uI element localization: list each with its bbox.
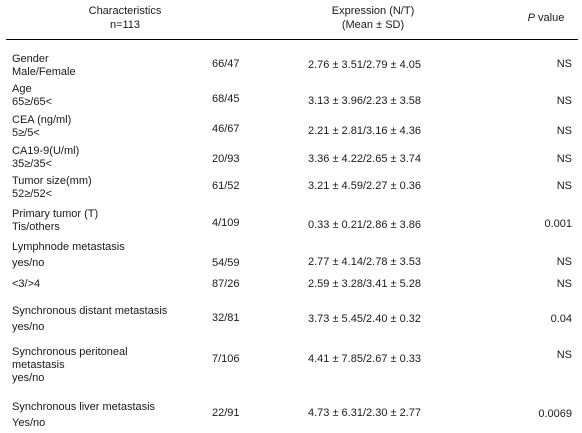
row-label-line2: Tis/others: [12, 221, 60, 233]
row-expression: 2.77 ± 4.14/2.78 ± 3.53: [308, 256, 421, 268]
row-label-line2: yes/no: [12, 321, 45, 333]
row-expression: 3.13 ± 3.96/2.23 ± 3.58: [308, 95, 421, 107]
row-label-line2: 35≥/35<: [12, 158, 52, 170]
row-expression: 2.76 ± 3.51/2.79 ± 4.05: [308, 59, 421, 71]
row-label-line1: Gender: [12, 53, 49, 65]
row-n: 68/45: [212, 93, 240, 105]
row-p-value: 0.0069: [538, 408, 572, 420]
row-p-value: NS: [556, 58, 572, 70]
row-label-line1: CA19-9(U/ml): [12, 145, 80, 157]
row-label-line1: Lymphnode metastasis: [12, 241, 125, 253]
row-label-line1: <3/>4: [12, 278, 41, 290]
row-n: 4/109: [212, 217, 240, 229]
row-label-line1: Tumor size(mm): [12, 175, 92, 187]
header-divider: [6, 39, 578, 40]
row-p-value: NS: [556, 278, 572, 290]
row-n: 46/67: [212, 123, 240, 135]
header-characteristics: Characteristics n=113: [60, 4, 190, 32]
row-p-value: 0.04: [550, 313, 572, 325]
row-p-value: NS: [556, 180, 572, 192]
row-expression: 4.41 ± 7.85/2.67 ± 0.33: [308, 353, 421, 365]
row-p-value: NS: [556, 349, 572, 361]
header-p-label: P: [527, 12, 535, 24]
row-label-line1: Age: [12, 83, 32, 95]
row-n: 54/59: [212, 257, 240, 269]
row-label-line2: 52≥/52<: [12, 188, 52, 200]
row-label-line1: Synchronous peritoneal: [12, 346, 128, 358]
header-value-label: value: [534, 12, 565, 24]
row-label-line1: Synchronous distant metastasis: [12, 305, 168, 317]
row-n: 87/26: [212, 278, 240, 290]
row-label-line1: CEA (ng/ml): [12, 114, 72, 126]
row-expression: 2.59 ± 3.28/3.41 ± 5.28: [308, 278, 421, 290]
header-mean-sd-label: (Mean ± SD): [341, 19, 405, 31]
row-expression: 4.73 ± 6.31/2.30 ± 2.77: [308, 407, 421, 419]
row-label-line2: 5≥/5<: [12, 127, 40, 139]
row-p-value: NS: [556, 153, 572, 165]
row-label-line2: Yes/no: [12, 417, 46, 429]
header-n-label: n=113: [109, 19, 141, 31]
row-expression: 0.33 ± 0.21/2.86 ± 3.86: [308, 219, 421, 231]
header-p-value: P value: [522, 11, 570, 25]
row-label-line2: yes/no: [12, 257, 45, 269]
row-label-line2: Male/Female: [12, 66, 76, 78]
row-expression: 3.73 ± 5.45/2.40 ± 0.32: [308, 313, 421, 325]
row-p-value: 0.001: [544, 218, 572, 230]
row-expression: 3.36 ± 4.22/2.65 ± 3.74: [308, 153, 421, 165]
row-p-value: NS: [556, 95, 572, 107]
row-n: 7/106: [212, 353, 240, 365]
header-expression-label: Expression (N/T): [331, 5, 415, 17]
row-p-value: NS: [556, 256, 572, 268]
row-n: 20/93: [212, 153, 240, 165]
row-expression: 2.21 ± 2.81/3.16 ± 4.36: [308, 125, 421, 137]
row-n: 32/81: [212, 312, 240, 324]
row-label-line3: yes/no: [12, 372, 45, 384]
row-label-line1: Primary tumor (T): [12, 208, 99, 220]
row-p-value: NS: [556, 125, 572, 137]
header-characteristics-label: Characteristics: [88, 5, 162, 17]
row-label-line1: Synchronous liver metastasis: [12, 401, 156, 413]
row-expression: 3.21 ± 4.59/2.27 ± 0.36: [308, 180, 421, 192]
row-n: 22/91: [212, 407, 240, 419]
header-expression: Expression (N/T) (Mean ± SD): [318, 4, 428, 32]
row-n: 61/52: [212, 180, 240, 192]
row-label-line2: 65≥/65<: [12, 96, 52, 108]
row-label-line2: metastasis: [12, 359, 65, 371]
row-n: 66/47: [212, 58, 240, 70]
